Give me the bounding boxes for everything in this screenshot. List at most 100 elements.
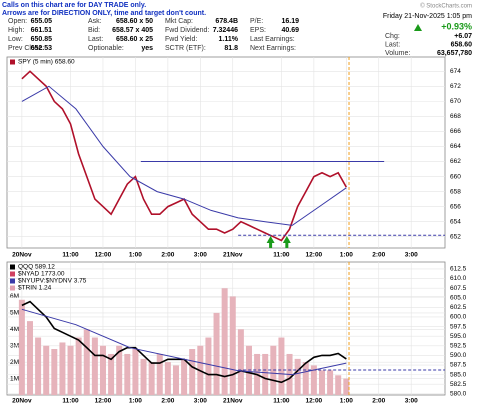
volume-bar [51, 349, 58, 395]
quote-value: 658.60 [451, 41, 473, 48]
x-tick-label: 21Nov [223, 252, 243, 259]
volume-bar [26, 321, 33, 395]
volume-bar [278, 337, 285, 395]
quote-label: EPS: [250, 27, 266, 34]
y-tick-label: 6M [10, 293, 19, 300]
quote-label: Low: [8, 36, 23, 43]
y-tick-label: 590.0 [450, 352, 467, 359]
quote-label: P/E: [250, 18, 263, 25]
quote-value: 655.05 [31, 18, 53, 25]
volume-bar [213, 312, 220, 395]
change-pct: +0.93% [441, 21, 472, 31]
y-tick-label: 656 [450, 203, 461, 210]
quote-label: Fwd Yield: [165, 36, 197, 43]
quote-value: 81.8 [224, 45, 238, 52]
volume-bar [108, 353, 115, 395]
volume-bar [124, 353, 131, 395]
x-tick-label: 1:00 [129, 398, 142, 405]
volume-bar [262, 353, 269, 395]
volume-bar [310, 365, 317, 395]
quote-value: 63,657,780 [437, 50, 472, 57]
y-tick-label: 5M [10, 310, 19, 317]
y-tick-label: 612.5 [450, 266, 467, 273]
volume-bar [343, 378, 350, 395]
quote-label: Optionable: [88, 45, 124, 52]
note-box [0, 0, 170, 18]
y-tick-label: 2M [10, 359, 19, 366]
volume-bar [116, 345, 123, 395]
volume-bar [59, 342, 66, 395]
volume-bar [294, 358, 301, 395]
legend-entry: $TRIN 1.24 [18, 285, 52, 292]
quote-label: Open: [8, 18, 27, 25]
volume-bar [237, 329, 244, 395]
y-tick-label: 602.5 [450, 304, 467, 311]
series-line [21, 85, 347, 226]
price-panel [6, 56, 446, 249]
up-triangle [414, 24, 422, 31]
quote-value: 661.51 [31, 27, 53, 34]
quote-value: +6.07 [454, 33, 472, 40]
x-tick-label: 1:00 [340, 398, 353, 405]
volume-bar [327, 370, 334, 395]
x-tick-label: 2:00 [372, 398, 385, 405]
y-tick-label: 587.5 [450, 362, 467, 369]
quote-value: 658.57 x 405 [112, 27, 153, 34]
volume-bar [99, 345, 106, 395]
volume-bar [302, 362, 309, 395]
y-tick-label: 585.0 [450, 371, 467, 378]
series-line [21, 308, 347, 376]
direction-arrow [282, 236, 291, 248]
y-tick-label: 658 [450, 188, 461, 195]
y-tick-label: 660 [450, 173, 461, 180]
x-tick-label: 3:00 [194, 398, 207, 405]
header: © StockCharts.com Friday 21-Nov-2025 1:0… [383, 3, 472, 32]
x-tick-label: 2:00 [161, 398, 174, 405]
y-tick-label: 672 [450, 83, 461, 90]
quote-value: 650.85 [31, 36, 53, 43]
x-tick-label: 12:00 [306, 252, 323, 259]
volume-bar [164, 362, 171, 395]
quote-label: Mkt Cap: [165, 18, 193, 25]
datetime: Friday 21-Nov-2025 1:05 pm [383, 13, 472, 20]
legend-entry: SPY (5 min) 658.60 [18, 59, 75, 66]
volume-bar [189, 349, 196, 395]
x-tick-label: 12:00 [95, 252, 112, 259]
watermark: © StockCharts.com [420, 3, 472, 10]
quote-label: Last: [88, 36, 103, 43]
volume-bar [229, 296, 236, 395]
quote-label: Chg: [385, 33, 400, 40]
x-tick-label: 11:00 [273, 398, 290, 405]
volume-bar [140, 358, 147, 395]
x-tick-label: 11:00 [273, 252, 290, 259]
y-tick-label: 4M [10, 326, 19, 333]
y-tick-label: 600.0 [450, 314, 467, 321]
quote-label: Last: [385, 41, 400, 48]
quote-value: 658.60 x 50 [116, 18, 153, 25]
y-tick-label: 595.0 [450, 333, 467, 340]
volume-bar [156, 353, 163, 395]
x-tick-label: 11:00 [62, 398, 79, 405]
y-tick-label: 1M [10, 375, 19, 382]
legend-entry: QQQ 589.12 [18, 264, 55, 271]
y-tick-label: 666 [450, 128, 461, 135]
volume-bar [318, 370, 325, 395]
note-line: Calls on this chart are for DAY TRADE on… [2, 2, 146, 9]
y-tick-label: 580.0 [450, 391, 467, 398]
y-tick-label: 662 [450, 158, 461, 165]
quote-value: 658.60 x 25 [116, 36, 153, 43]
quote-label: Fwd Dividend: [165, 27, 209, 34]
y-tick-label: 607.5 [450, 285, 467, 292]
x-tick-label: 12:00 [95, 398, 112, 405]
quote-value: 16.19 [281, 18, 299, 25]
volume-bar [83, 329, 90, 395]
volume-bar [221, 288, 228, 395]
legend-swatch [10, 278, 15, 284]
y-tick-label: 582.5 [450, 381, 467, 388]
y-tick-label: 664 [450, 143, 461, 150]
legend-swatch [10, 264, 15, 270]
legend-swatch [10, 271, 15, 277]
x-tick-label: 12:00 [306, 398, 323, 405]
x-tick-label: 1:00 [340, 252, 353, 259]
